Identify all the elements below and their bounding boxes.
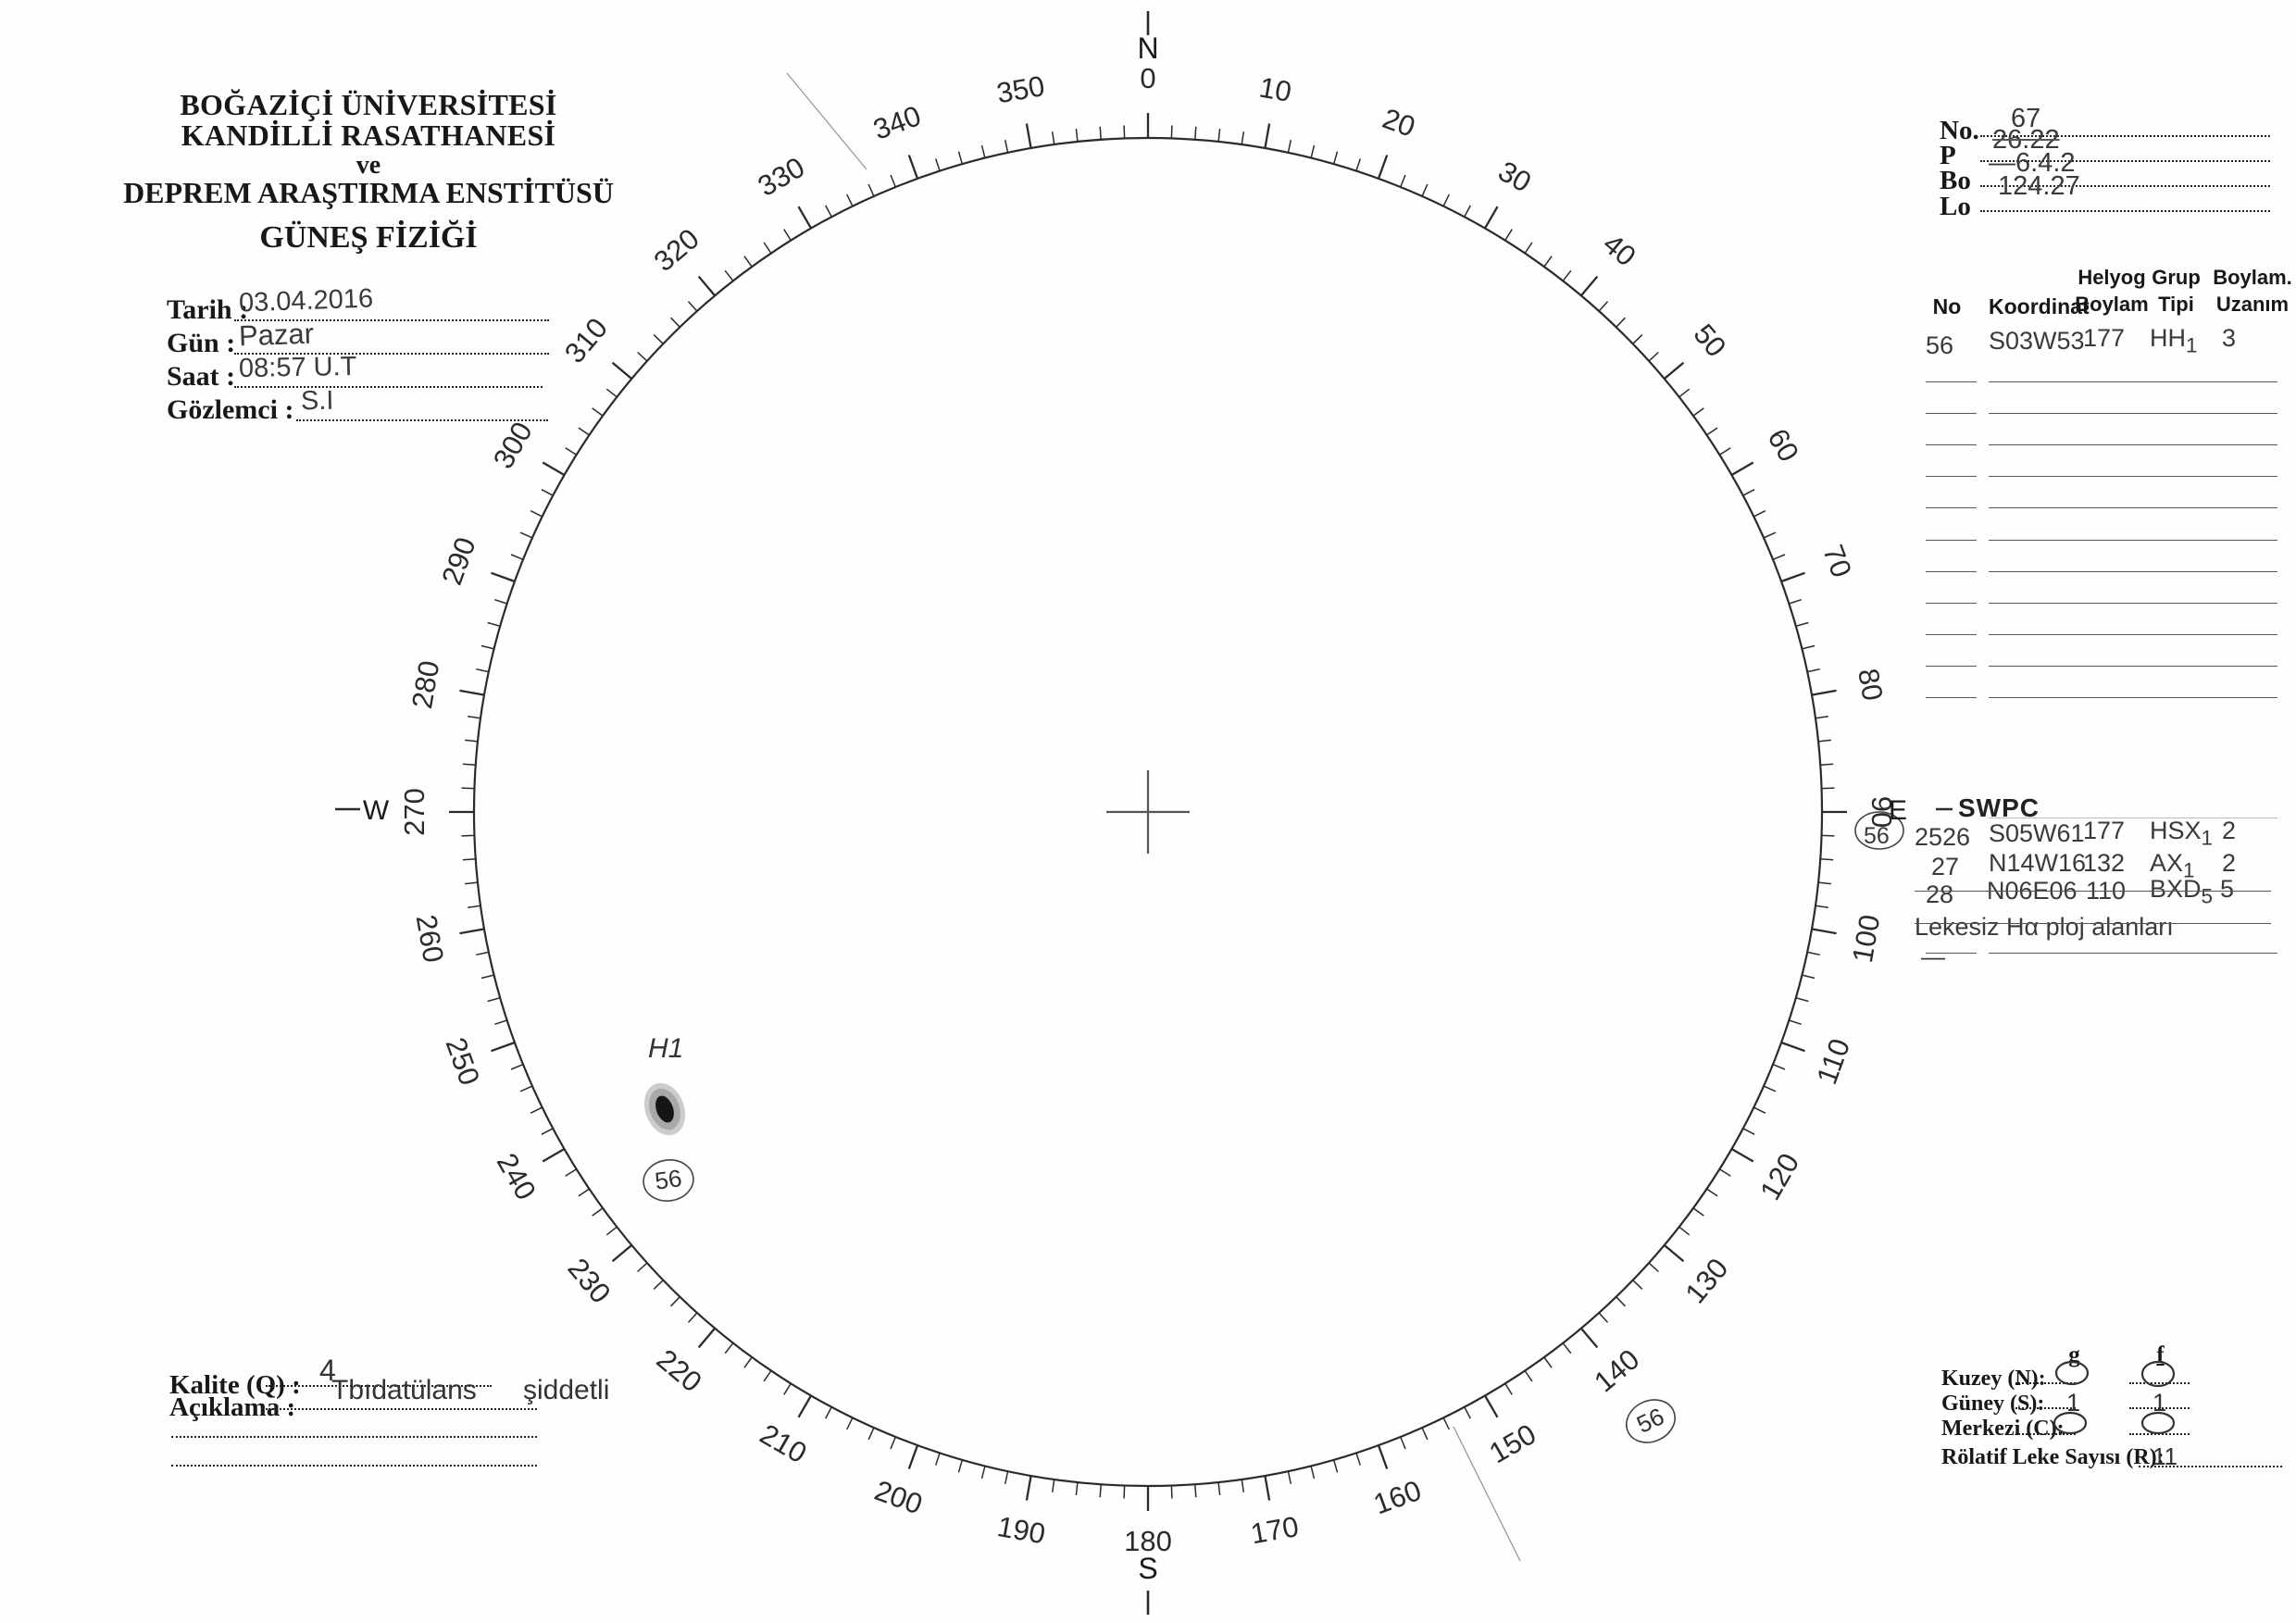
svg-text:240: 240 xyxy=(491,1148,543,1205)
svg-text:N: N xyxy=(1137,31,1158,65)
svg-text:S: S xyxy=(1138,1552,1157,1585)
svg-text:50: 50 xyxy=(1687,318,1732,363)
svg-text:70: 70 xyxy=(1816,541,1858,581)
svg-text:160: 160 xyxy=(1369,1474,1426,1521)
svg-text:320: 320 xyxy=(648,222,705,278)
svg-text:40: 40 xyxy=(1597,228,1642,273)
svg-text:150: 150 xyxy=(1484,1417,1541,1469)
svg-text:120: 120 xyxy=(1753,1148,1805,1205)
svg-text:330: 330 xyxy=(753,151,810,203)
svg-text:E: E xyxy=(1889,795,1907,826)
svg-text:60: 60 xyxy=(1761,423,1805,467)
svg-text:130: 130 xyxy=(1678,1252,1734,1309)
svg-text:110: 110 xyxy=(1810,1034,1856,1088)
svg-text:80: 80 xyxy=(1852,666,1889,703)
svg-text:20: 20 xyxy=(1379,102,1419,144)
svg-text:220: 220 xyxy=(651,1342,708,1398)
svg-text:310: 310 xyxy=(558,312,614,369)
svg-text:350: 350 xyxy=(994,69,1047,109)
svg-text:H1: H1 xyxy=(648,1033,683,1064)
svg-text:56: 56 xyxy=(653,1164,683,1195)
svg-text:210: 210 xyxy=(755,1417,812,1469)
svg-text:0: 0 xyxy=(1140,62,1155,94)
svg-text:230: 230 xyxy=(562,1252,618,1309)
svg-text:200: 200 xyxy=(870,1474,927,1521)
svg-text:30: 30 xyxy=(1492,155,1536,199)
svg-text:140: 140 xyxy=(1588,1342,1645,1398)
svg-text:280: 280 xyxy=(406,658,445,711)
svg-text:290: 290 xyxy=(435,533,482,590)
svg-text:250: 250 xyxy=(439,1033,486,1090)
svg-text:340: 340 xyxy=(869,99,926,146)
svg-text:270: 270 xyxy=(398,788,430,836)
svg-text:56: 56 xyxy=(1632,1402,1668,1438)
svg-text:10: 10 xyxy=(1257,70,1294,107)
svg-text:100: 100 xyxy=(1846,912,1886,965)
svg-text:170: 170 xyxy=(1248,1510,1301,1550)
svg-text:260: 260 xyxy=(410,912,450,965)
svg-text:W: W xyxy=(363,795,390,826)
svg-text:300: 300 xyxy=(487,417,539,474)
svg-text:190: 190 xyxy=(995,1510,1048,1550)
